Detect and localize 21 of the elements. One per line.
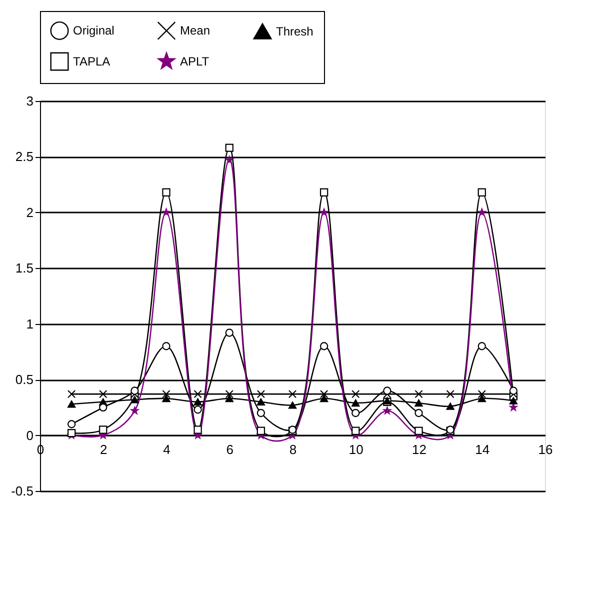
legend-label: Thresh: [276, 24, 314, 38]
y-tick-label: 0: [26, 428, 34, 443]
legend-label: APLT: [180, 54, 210, 68]
y-tick-label: 2: [26, 204, 34, 220]
x-tick-label: 12: [412, 442, 426, 457]
y-tick-label: 2.5: [15, 149, 34, 164]
x-tick-label: 6: [226, 442, 234, 457]
x-tick-label: 8: [289, 442, 297, 457]
y-tick-label: 1.5: [15, 260, 34, 276]
x-tick-label: 16: [538, 442, 553, 457]
legend-label: Original: [73, 24, 114, 38]
x-tick-label: 10: [348, 442, 364, 457]
x-tick-label: 2: [100, 442, 108, 457]
y-tick-label: 0.5: [15, 372, 34, 388]
y-tick-label: 1: [26, 316, 34, 332]
y-tick-label: 3: [26, 94, 34, 108]
legend-label: Mean: [180, 24, 210, 38]
y-tick-label: -0.5: [11, 484, 34, 498]
legend-label: TAPLA: [73, 54, 110, 68]
x-tick-label: 4: [163, 442, 170, 457]
x-tick-label: 14: [475, 442, 490, 457]
